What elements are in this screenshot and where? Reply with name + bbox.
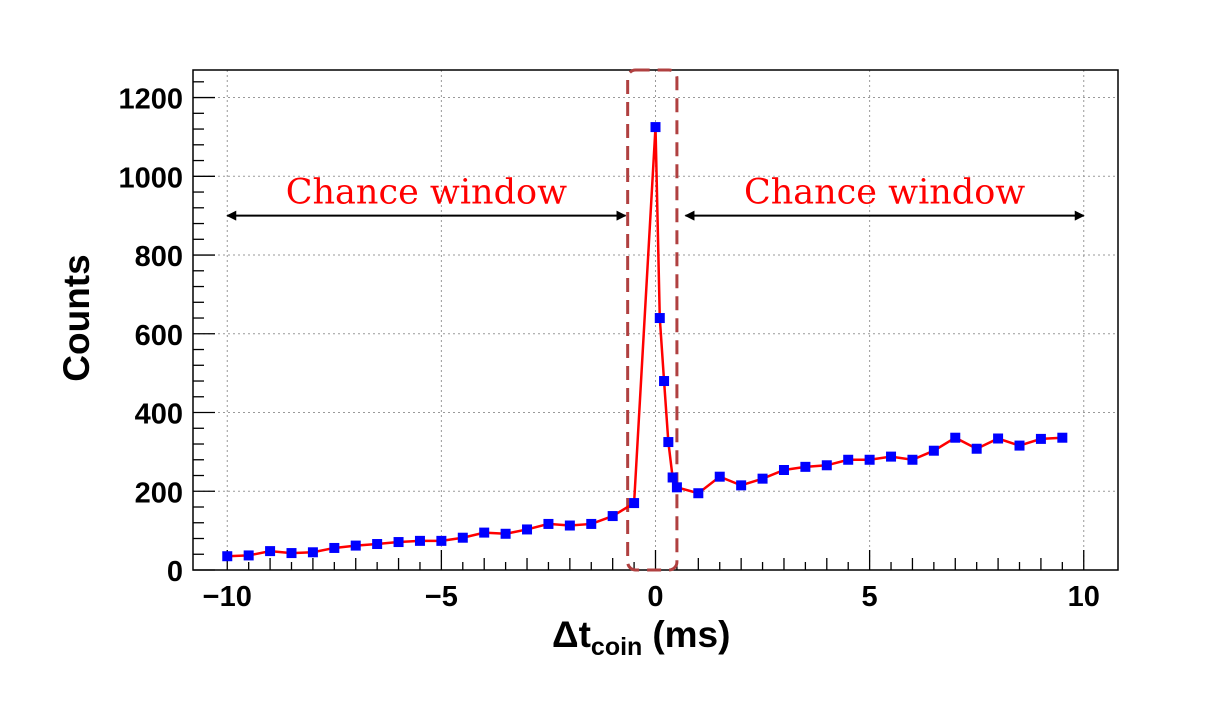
data-point bbox=[393, 537, 404, 548]
data-point bbox=[586, 518, 597, 529]
data-point bbox=[564, 520, 575, 531]
x-axis-label-sub: coin bbox=[591, 633, 642, 661]
data-point bbox=[843, 454, 854, 465]
data-point bbox=[907, 454, 918, 465]
data-point bbox=[821, 460, 832, 471]
data-markers bbox=[222, 122, 1068, 562]
data-point bbox=[693, 488, 704, 499]
data-point bbox=[757, 473, 768, 484]
annotation-label: Chance window bbox=[744, 173, 1025, 213]
data-point bbox=[243, 550, 254, 561]
data-point bbox=[500, 528, 511, 539]
x-tick-label: 5 bbox=[862, 581, 878, 613]
y-tick-label: 400 bbox=[135, 399, 183, 431]
data-point bbox=[522, 524, 533, 535]
data-point bbox=[928, 445, 939, 456]
data-point bbox=[950, 432, 961, 443]
data-point bbox=[671, 482, 682, 493]
data-point bbox=[265, 546, 276, 557]
data-point bbox=[222, 551, 233, 562]
data-point bbox=[543, 518, 554, 529]
x-axis-label: Δtcoin (ms) bbox=[552, 614, 730, 661]
data-point bbox=[329, 542, 340, 553]
y-axis-label: Counts bbox=[56, 254, 97, 381]
data-point bbox=[971, 443, 982, 454]
y-tick-label: 800 bbox=[135, 241, 183, 273]
data-point bbox=[436, 535, 447, 546]
x-tick-label: −5 bbox=[425, 581, 458, 613]
data-point bbox=[663, 437, 674, 448]
y-tick-label: 1000 bbox=[118, 162, 183, 194]
x-tick-label: −10 bbox=[203, 581, 252, 613]
data-point bbox=[886, 451, 897, 462]
data-point bbox=[800, 461, 811, 472]
data-point bbox=[286, 548, 297, 559]
data-point bbox=[307, 547, 318, 558]
data-point bbox=[350, 540, 361, 551]
data-point bbox=[714, 471, 725, 482]
x-axis-label-unit: (ms) bbox=[652, 614, 730, 655]
data-point bbox=[1035, 433, 1046, 444]
axis-ticks bbox=[193, 81, 1085, 571]
x-tick-label: 10 bbox=[1068, 581, 1100, 613]
x-axis-label-main: Δt bbox=[552, 614, 591, 655]
data-point bbox=[778, 465, 789, 475]
x-tick-label: 0 bbox=[647, 581, 663, 613]
data-point bbox=[667, 472, 678, 483]
data-point bbox=[1057, 432, 1068, 443]
y-tick-label: 1200 bbox=[118, 84, 183, 116]
data-point bbox=[479, 527, 490, 538]
data-point bbox=[993, 433, 1004, 444]
y-tick-label: 600 bbox=[135, 320, 183, 352]
y-tick-labels: 0 200 400 600 800 1000 1200 bbox=[118, 84, 183, 588]
data-point bbox=[736, 480, 747, 491]
data-point bbox=[654, 313, 665, 324]
data-point bbox=[457, 532, 468, 543]
data-point bbox=[650, 122, 661, 133]
data-point bbox=[659, 376, 670, 387]
coincidence-window-box bbox=[626, 68, 679, 572]
data-point bbox=[372, 539, 383, 550]
y-tick-label: 200 bbox=[135, 477, 183, 509]
annotations: Chance window Chance window bbox=[226, 173, 1085, 221]
data-point bbox=[414, 535, 425, 546]
y-tick-label: 0 bbox=[167, 556, 183, 588]
data-point bbox=[607, 511, 618, 522]
data-point bbox=[629, 498, 640, 509]
data-point bbox=[864, 454, 875, 465]
annotation-label: Chance window bbox=[286, 173, 567, 213]
data-point bbox=[1014, 440, 1025, 451]
x-tick-labels: −10 −5 0 5 10 bbox=[203, 581, 1100, 613]
